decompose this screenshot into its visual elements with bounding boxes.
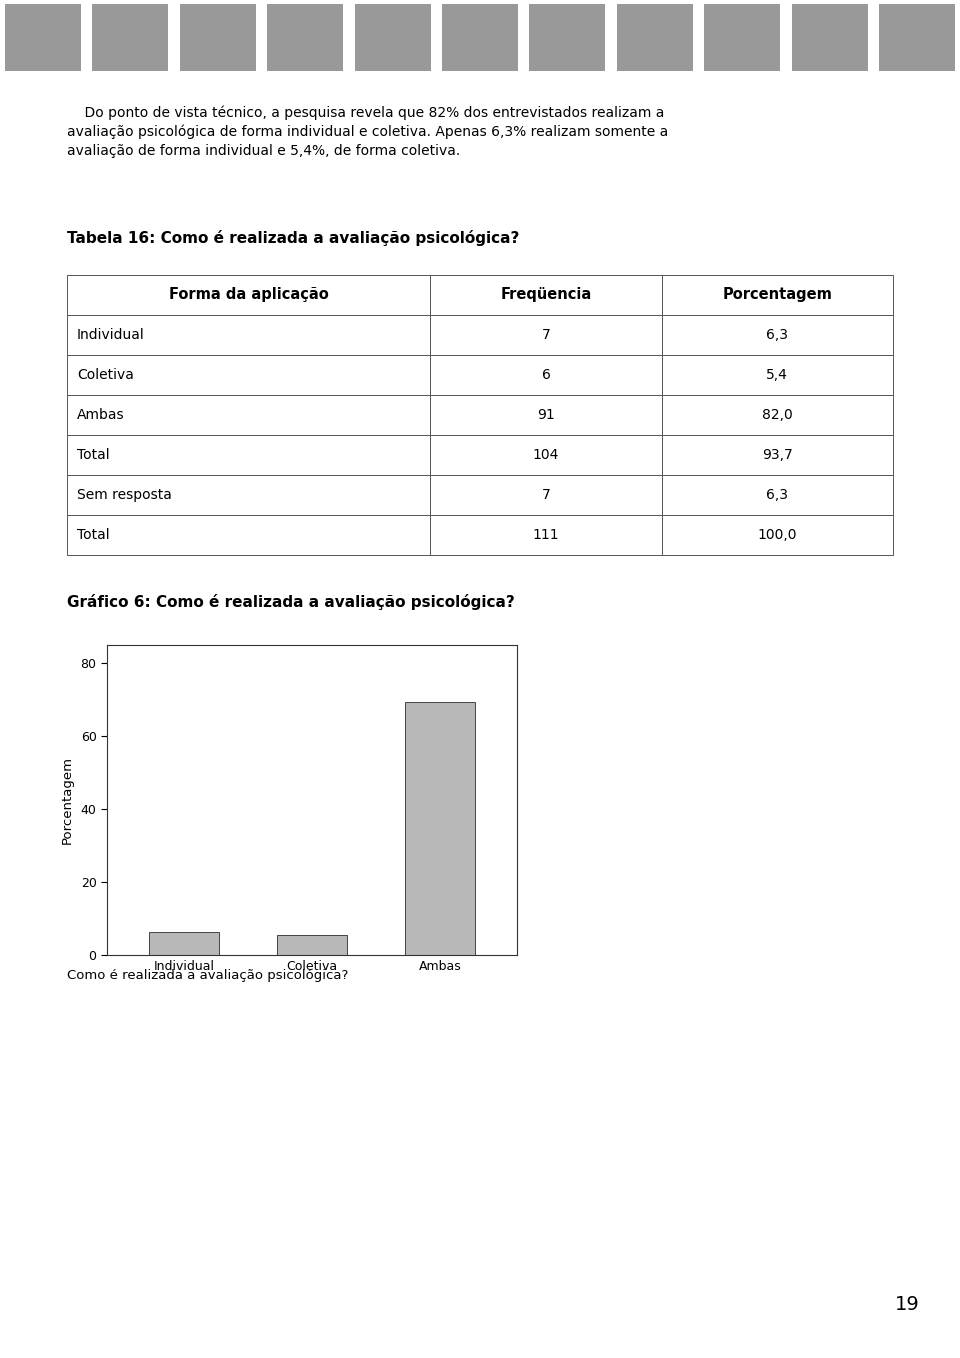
Bar [430,354,661,395]
Text: Forma da aplicação: Forma da aplicação [169,288,328,303]
Text: Total: Total [77,448,109,462]
Bar [67,315,430,354]
Bar [354,4,430,71]
Text: 6,3: 6,3 [766,329,788,342]
Bar [67,395,430,435]
Bar [705,4,780,71]
Bar [661,354,893,395]
Bar [67,276,430,315]
Text: 100,0: 100,0 [757,528,797,542]
Bar [442,4,518,71]
Text: Ambas: Ambas [77,407,125,422]
Text: 7: 7 [541,488,550,502]
Text: Como é realizada a avaliação psicológica?: Como é realizada a avaliação psicológica… [67,970,348,982]
Text: Total: Total [77,528,109,542]
Bar [67,435,430,475]
Bar [661,315,893,354]
Bar [92,4,168,71]
Bar [430,276,661,315]
Text: 6: 6 [541,368,550,382]
Bar [430,435,661,475]
Text: Tabela 16: Como é realizada a avaliação psicológica?: Tabela 16: Como é realizada a avaliação … [67,230,519,246]
Text: 5,4: 5,4 [766,368,788,382]
Text: 7: 7 [541,329,550,342]
Bar [430,475,661,515]
Bar [879,4,955,71]
Text: 111: 111 [533,528,560,542]
Text: Do ponto de vista técnico, a pesquisa revela que 82% dos entrevistados realizam : Do ponto de vista técnico, a pesquisa re… [67,105,668,158]
Bar [267,4,343,71]
Bar [180,4,255,71]
Bar [617,4,693,71]
Y-axis label: Porcentagem: Porcentagem [60,756,74,845]
Bar [5,4,81,71]
Text: 93,7: 93,7 [762,448,793,462]
Bar [430,515,661,555]
Bar [67,354,430,395]
Text: 104: 104 [533,448,560,462]
Bar [661,395,893,435]
Bar [149,932,219,955]
Bar [405,702,475,955]
Text: 91: 91 [538,407,555,422]
Text: Freqüencia: Freqüencia [500,288,591,303]
Text: 19: 19 [895,1296,920,1315]
Bar [661,276,893,315]
Bar [661,475,893,515]
Text: Sem resposta: Sem resposta [77,488,172,502]
Text: Gráfico 6: Como é realizada a avaliação psicológica?: Gráfico 6: Como é realizada a avaliação … [67,595,515,611]
Text: Individual: Individual [77,329,145,342]
Text: 82,0: 82,0 [762,407,793,422]
Bar [661,515,893,555]
Bar [792,4,868,71]
Bar [67,475,430,515]
Text: 6,3: 6,3 [766,488,788,502]
Bar [661,435,893,475]
Bar [276,936,348,955]
Text: Coletiva: Coletiva [77,368,133,382]
Bar [530,4,606,71]
Bar [67,515,430,555]
Bar [430,315,661,354]
Text: Porcentagem: Porcentagem [723,288,832,303]
Bar [430,395,661,435]
